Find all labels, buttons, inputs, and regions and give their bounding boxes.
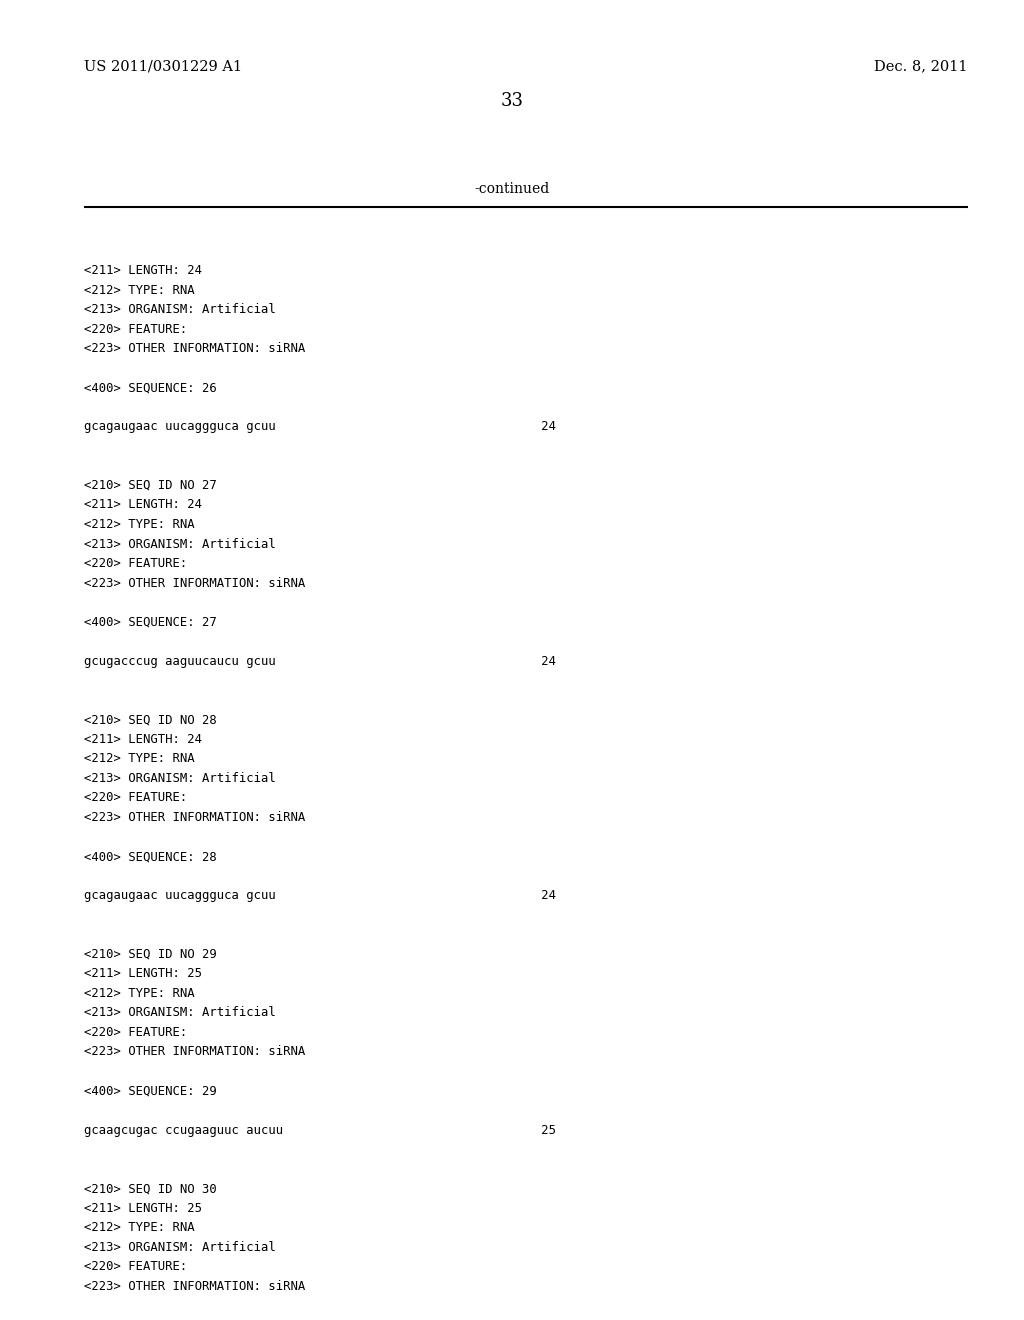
Text: Dec. 8, 2011: Dec. 8, 2011 <box>874 59 968 74</box>
Text: <212> TYPE: RNA: <212> TYPE: RNA <box>84 517 195 531</box>
Text: <400> SEQUENCE: 26: <400> SEQUENCE: 26 <box>84 381 217 395</box>
Text: <223> OTHER INFORMATION: siRNA: <223> OTHER INFORMATION: siRNA <box>84 342 305 355</box>
Text: <212> TYPE: RNA: <212> TYPE: RNA <box>84 284 195 297</box>
Text: <210> SEQ ID NO 27: <210> SEQ ID NO 27 <box>84 479 217 492</box>
Text: <213> ORGANISM: Artificial: <213> ORGANISM: Artificial <box>84 772 275 785</box>
Text: <210> SEQ ID NO 29: <210> SEQ ID NO 29 <box>84 948 217 961</box>
Text: <211> LENGTH: 24: <211> LENGTH: 24 <box>84 264 202 277</box>
Text: gcugacccug aaguucaucu gcuu                                    24: gcugacccug aaguucaucu gcuu 24 <box>84 655 556 668</box>
Text: <210> SEQ ID NO 30: <210> SEQ ID NO 30 <box>84 1183 217 1195</box>
Text: <223> OTHER INFORMATION: siRNA: <223> OTHER INFORMATION: siRNA <box>84 577 305 590</box>
Text: <213> ORGANISM: Artificial: <213> ORGANISM: Artificial <box>84 1006 275 1019</box>
Text: <220> FEATURE:: <220> FEATURE: <box>84 322 187 335</box>
Text: <400> SEQUENCE: 28: <400> SEQUENCE: 28 <box>84 850 217 863</box>
Text: gcagaugaac uucaggguca gcuu                                    24: gcagaugaac uucaggguca gcuu 24 <box>84 890 556 902</box>
Text: <223> OTHER INFORMATION: siRNA: <223> OTHER INFORMATION: siRNA <box>84 810 305 824</box>
Text: <213> ORGANISM: Artificial: <213> ORGANISM: Artificial <box>84 1241 275 1254</box>
Text: <223> OTHER INFORMATION: siRNA: <223> OTHER INFORMATION: siRNA <box>84 1045 305 1059</box>
Text: gcaagcugac ccugaaguuc aucuu                                   25: gcaagcugac ccugaaguuc aucuu 25 <box>84 1123 556 1137</box>
Text: <220> FEATURE:: <220> FEATURE: <box>84 557 187 570</box>
Text: <213> ORGANISM: Artificial: <213> ORGANISM: Artificial <box>84 537 275 550</box>
Text: <220> FEATURE:: <220> FEATURE: <box>84 1261 187 1274</box>
Text: <210> SEQ ID NO 28: <210> SEQ ID NO 28 <box>84 713 217 726</box>
Text: US 2011/0301229 A1: US 2011/0301229 A1 <box>84 59 242 74</box>
Text: <220> FEATURE:: <220> FEATURE: <box>84 1026 187 1039</box>
Text: <211> LENGTH: 24: <211> LENGTH: 24 <box>84 499 202 511</box>
Text: <211> LENGTH: 25: <211> LENGTH: 25 <box>84 968 202 981</box>
Text: <212> TYPE: RNA: <212> TYPE: RNA <box>84 752 195 766</box>
Text: 33: 33 <box>501 92 523 111</box>
Text: <212> TYPE: RNA: <212> TYPE: RNA <box>84 1221 195 1234</box>
Text: gcagaugaac uucaggguca gcuu                                    24: gcagaugaac uucaggguca gcuu 24 <box>84 420 556 433</box>
Text: <213> ORGANISM: Artificial: <213> ORGANISM: Artificial <box>84 304 275 315</box>
Text: <211> LENGTH: 24: <211> LENGTH: 24 <box>84 733 202 746</box>
Text: <400> SEQUENCE: 27: <400> SEQUENCE: 27 <box>84 615 217 628</box>
Text: <223> OTHER INFORMATION: siRNA: <223> OTHER INFORMATION: siRNA <box>84 1280 305 1292</box>
Text: <220> FEATURE:: <220> FEATURE: <box>84 792 187 804</box>
Text: <211> LENGTH: 25: <211> LENGTH: 25 <box>84 1201 202 1214</box>
Text: -continued: -continued <box>474 182 550 197</box>
Text: <212> TYPE: RNA: <212> TYPE: RNA <box>84 987 195 999</box>
Text: <400> SEQUENCE: 29: <400> SEQUENCE: 29 <box>84 1085 217 1097</box>
